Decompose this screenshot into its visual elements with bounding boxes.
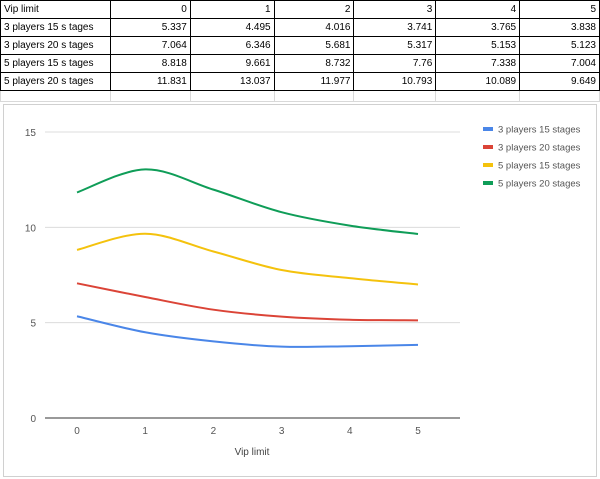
value-cell[interactable]: 7.338 (435, 54, 521, 73)
table-row: 5 players 15 s tages 8.818 9.661 8.732 7… (0, 54, 600, 73)
value-cell[interactable]: 7.004 (519, 54, 600, 73)
series-line-3-players-15-stages (76, 315, 419, 348)
value-cell[interactable]: 5.123 (519, 36, 600, 55)
value-cell[interactable]: 8.818 (109, 54, 191, 73)
table-row: 5 players 20 s tages 11.831 13.037 11.97… (0, 72, 600, 91)
line-chart-panel[interactable]: 0 5 10 15 0 1 2 3 4 5 Vip limit 3 players 15 stag… (3, 104, 597, 477)
value-cell[interactable]: 9.661 (189, 54, 275, 73)
value-cell[interactable]: 10.089 (435, 72, 521, 91)
empty-cell[interactable] (109, 90, 191, 102)
empty-cell[interactable] (189, 90, 275, 102)
legend-label: 3 players 15 stages (498, 125, 581, 136)
line-chart: 0 5 10 15 0 1 2 3 4 5 Vip limit 3 players 15 stag… (25, 125, 581, 459)
series-line-5-players-15-stages (76, 232, 419, 286)
table-row: 3 players 15 s tages 5.337 4.495 4.016 3… (0, 18, 600, 37)
value-cell[interactable]: 5.317 (353, 36, 437, 55)
value-cell[interactable]: 7.76 (353, 54, 437, 73)
x-tick-label: 4 (347, 426, 353, 437)
spreadsheet-table: Vip limit 0 1 2 3 4 5 3 players 15 s tag… (0, 0, 600, 102)
value-cell[interactable]: 3.838 (519, 18, 600, 37)
series-line-5-players-20-stages (76, 168, 419, 236)
empty-cell[interactable] (0, 90, 111, 102)
value-cell[interactable]: 9.649 (519, 72, 600, 91)
value-cell[interactable]: 5.681 (273, 36, 355, 55)
header-cell[interactable]: 1 (189, 0, 275, 19)
header-cell[interactable]: 0 (109, 0, 191, 19)
series-line-3-players-20-stages (76, 282, 419, 322)
value-cell[interactable]: 3.765 (435, 18, 521, 37)
x-tick-label: 1 (142, 426, 148, 437)
value-cell[interactable]: 5.153 (435, 36, 521, 55)
empty-cell[interactable] (273, 90, 355, 102)
legend-label: 5 players 20 stages (498, 179, 581, 190)
y-tick-label: 10 (25, 223, 37, 234)
value-cell[interactable]: 11.831 (109, 72, 191, 91)
x-axis-title: Vip limit (235, 447, 270, 458)
x-tick-label: 0 (74, 426, 80, 437)
legend-label: 3 players 20 stages (498, 143, 581, 154)
empty-cell[interactable] (519, 90, 600, 102)
value-cell[interactable]: 4.495 (189, 18, 275, 37)
row-label-cell[interactable]: 5 players 15 s tages (0, 54, 111, 73)
header-cell[interactable]: Vip limit (0, 0, 111, 19)
value-cell[interactable]: 6.346 (189, 36, 275, 55)
header-cell[interactable]: 4 (435, 0, 521, 19)
header-cell[interactable]: 2 (273, 0, 355, 19)
value-cell[interactable]: 7.064 (109, 36, 191, 55)
row-label-cell[interactable]: 5 players 20 s tages (0, 72, 111, 91)
header-cell[interactable]: 3 (353, 0, 437, 19)
legend-label: 5 players 15 stages (498, 161, 581, 172)
value-cell[interactable]: 5.337 (109, 18, 191, 37)
empty-row (0, 90, 600, 102)
value-cell[interactable]: 11.977 (273, 72, 355, 91)
value-cell[interactable]: 13.037 (189, 72, 275, 91)
y-tick-label: 0 (30, 414, 36, 425)
empty-cell[interactable] (353, 90, 437, 102)
empty-cell[interactable] (435, 90, 521, 102)
value-cell[interactable]: 10.793 (353, 72, 437, 91)
header-row: Vip limit 0 1 2 3 4 5 (0, 0, 600, 19)
x-tick-label: 3 (279, 426, 285, 437)
row-label-cell[interactable]: 3 players 15 s tages (0, 18, 111, 37)
table-row: 3 players 20 s tages 7.064 6.346 5.681 5… (0, 36, 600, 55)
value-cell[interactable]: 4.016 (273, 18, 355, 37)
x-tick-label: 2 (211, 426, 217, 437)
value-cell[interactable]: 8.732 (273, 54, 355, 73)
row-label-cell[interactable]: 3 players 20 s tages (0, 36, 111, 55)
x-tick-label: 5 (415, 426, 421, 437)
y-tick-label: 15 (25, 128, 37, 139)
header-cell[interactable]: 5 (519, 0, 600, 19)
value-cell[interactable]: 3.741 (353, 18, 437, 37)
y-tick-label: 5 (30, 319, 36, 330)
